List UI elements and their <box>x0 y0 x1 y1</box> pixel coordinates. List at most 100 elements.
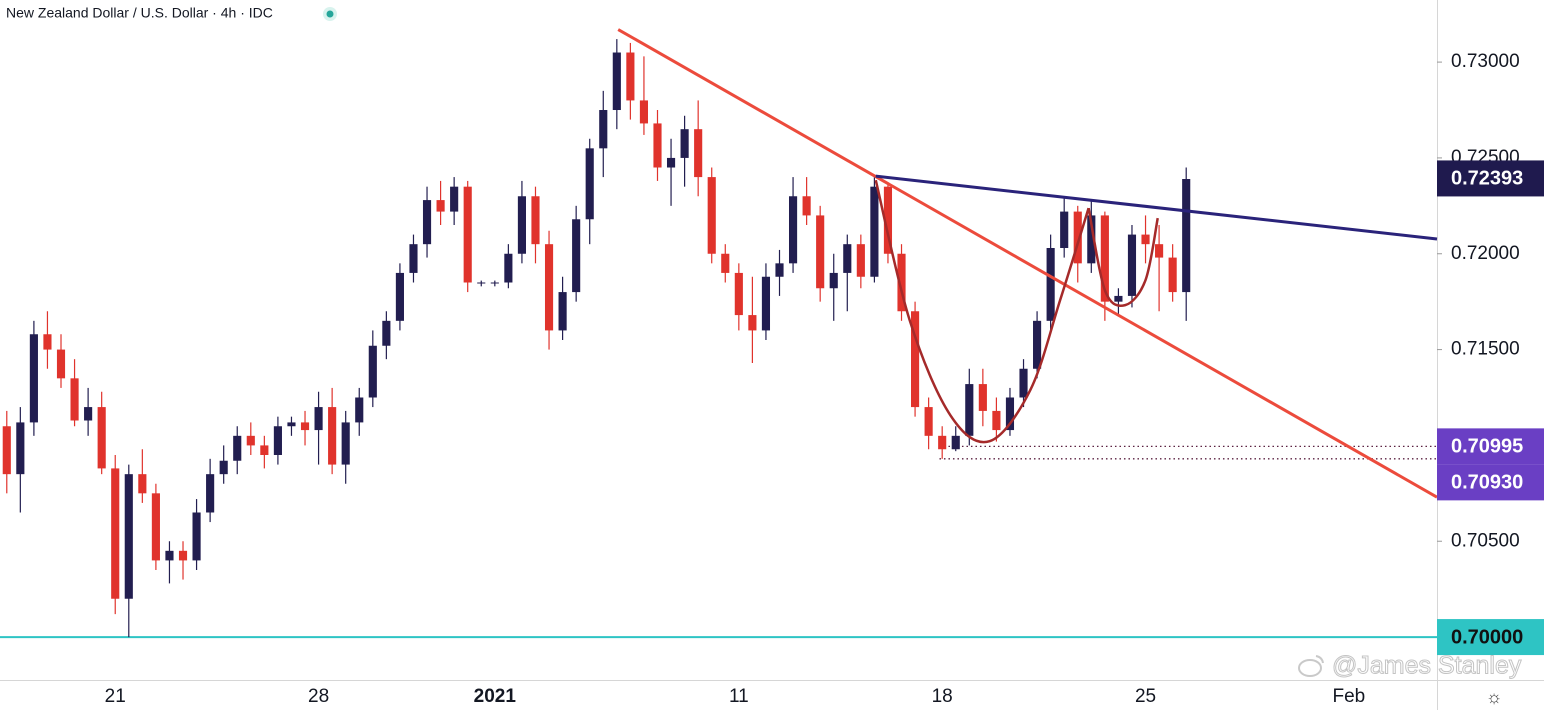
candle-body <box>599 110 608 149</box>
candle-body <box>761 276 771 331</box>
candle-body <box>138 474 147 494</box>
candle-body <box>612 52 621 111</box>
candle-body <box>992 410 1001 431</box>
candle-body <box>1127 234 1137 296</box>
candle-body <box>639 100 649 124</box>
candle-body <box>233 435 242 461</box>
candle-body <box>355 397 364 423</box>
candle-body <box>111 468 120 599</box>
candle-body <box>219 460 228 475</box>
x-tick-label: 11 <box>729 686 749 707</box>
candle-body <box>97 407 106 469</box>
candle-body <box>883 186 893 254</box>
candle-body <box>395 272 404 321</box>
candle-body <box>287 422 296 427</box>
candle-body <box>748 315 757 331</box>
pattern-curve <box>874 179 1090 444</box>
candle-body <box>1019 368 1028 398</box>
status-dot <box>326 10 334 18</box>
candle-body <box>192 512 201 561</box>
candle-body <box>856 244 865 277</box>
price-label-box <box>1437 464 1544 501</box>
candle-body <box>870 186 879 277</box>
settings-icon[interactable]: ☼ <box>1486 687 1503 707</box>
candle-body <box>1073 211 1082 264</box>
candle-body <box>897 253 906 312</box>
candle-body <box>585 148 594 220</box>
pattern-curve <box>1087 207 1159 308</box>
price-label-box <box>1437 160 1544 197</box>
x-tick-label: 28 <box>308 686 329 707</box>
candle-body <box>368 345 377 398</box>
price-label: 0.70000 <box>1451 626 1523 648</box>
candle-body <box>1168 257 1177 293</box>
candle-body <box>43 334 52 350</box>
candle-body <box>246 435 255 446</box>
candle-body <box>151 493 160 561</box>
candle-body <box>843 244 852 273</box>
price-label: 0.72393 <box>1451 168 1523 190</box>
candle-body <box>1087 215 1096 264</box>
y-tick-label: 0.72000 <box>1451 243 1520 264</box>
candle-body <box>544 244 554 331</box>
candle-body <box>1060 211 1069 249</box>
watermark-icon <box>1298 655 1324 677</box>
y-tick-label: 0.73000 <box>1451 51 1520 72</box>
y-tick-label: 0.70500 <box>1451 530 1520 551</box>
candle-body <box>328 407 337 465</box>
candle-body <box>382 320 391 346</box>
candle-body <box>70 378 79 421</box>
candle-body <box>16 422 25 475</box>
x-tick-label: 18 <box>932 686 953 707</box>
candle-body <box>572 219 581 293</box>
candle-body <box>911 311 920 408</box>
candle-body <box>1005 397 1015 431</box>
candle-body <box>341 422 350 465</box>
candle-body <box>165 550 174 561</box>
candle-body <box>1141 234 1150 245</box>
candle-body <box>924 407 933 436</box>
candle-body <box>666 157 676 168</box>
candle-body <box>314 407 323 431</box>
candle-body <box>1182 179 1191 293</box>
price-label-box <box>1437 428 1544 465</box>
candle-body <box>1100 215 1109 302</box>
candle-body <box>517 196 526 254</box>
candle-body <box>56 349 66 379</box>
trendline <box>617 28 1438 499</box>
candle-body <box>1155 244 1164 258</box>
y-tick-label: 0.71500 <box>1451 339 1520 360</box>
candle-body <box>694 129 703 178</box>
candle-body <box>463 186 472 283</box>
chart-title: New Zealand Dollar / U.S. Dollar · 4h · … <box>6 5 273 21</box>
candle-body <box>260 445 269 455</box>
candle-body <box>965 384 974 436</box>
candle-body <box>504 253 513 283</box>
candle-body <box>951 435 960 450</box>
candle-body <box>124 474 133 599</box>
candle-body <box>653 123 662 168</box>
candle-body <box>626 52 635 101</box>
candle-body <box>490 282 499 284</box>
candle-body <box>29 334 38 423</box>
candle-body <box>802 196 811 216</box>
candle-body <box>1033 320 1042 369</box>
candle-body <box>734 272 743 316</box>
candle-body <box>1114 295 1123 302</box>
candle-body <box>1046 248 1055 321</box>
candle-body <box>409 244 418 273</box>
candle-body <box>84 407 93 421</box>
candle-body <box>450 186 459 212</box>
x-tick-label: Feb <box>1333 686 1366 707</box>
x-tick-label: 2021 <box>474 686 517 707</box>
candle-body <box>788 196 798 264</box>
candle-body <box>721 253 730 273</box>
candle-body <box>422 200 432 245</box>
candle-body <box>816 215 825 289</box>
x-tick-label: 25 <box>1135 686 1156 707</box>
candle-body <box>558 292 567 331</box>
candle-body <box>436 200 445 212</box>
price-label: 0.70995 <box>1451 436 1523 458</box>
